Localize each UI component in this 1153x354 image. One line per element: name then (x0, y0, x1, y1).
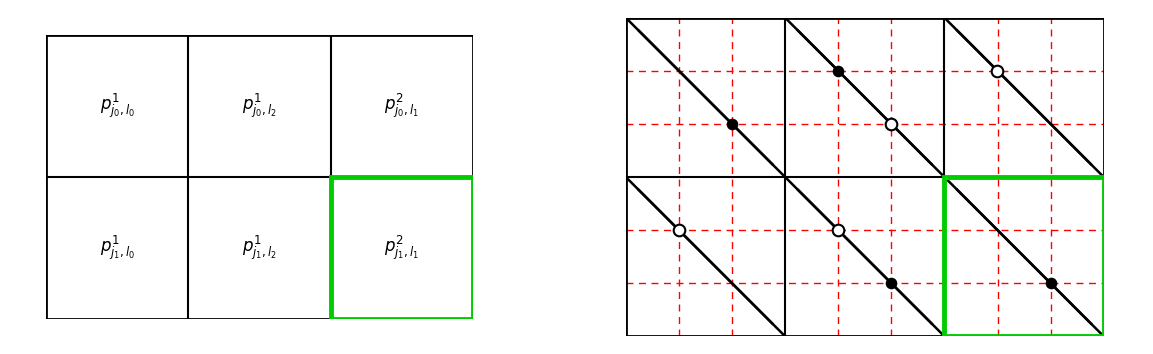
Text: $p^2_{j_1,l_1}$: $p^2_{j_1,l_1}$ (384, 234, 420, 262)
Text: $p^1_{j_0,l_0}$: $p^1_{j_0,l_0}$ (99, 92, 135, 120)
Point (882, 280, 900, 286)
Point (829, 227, 847, 233)
Text: $p^1_{j_1,l_2}$: $p^1_{j_1,l_2}$ (242, 234, 277, 262)
Bar (944, 177, 1103, 336)
Text: $p^1_{j_0,l_2}$: $p^1_{j_0,l_2}$ (242, 92, 277, 120)
Point (670, 227, 688, 233)
Point (1041, 280, 1060, 286)
Text: $p^1_{j_1,l_0}$: $p^1_{j_1,l_0}$ (99, 234, 135, 262)
Text: $p^2_{j_0,l_1}$: $p^2_{j_0,l_1}$ (384, 92, 420, 120)
Point (723, 121, 741, 127)
Point (882, 121, 900, 127)
Point (988, 68, 1007, 74)
Bar (331, 177, 473, 319)
Point (829, 68, 847, 74)
